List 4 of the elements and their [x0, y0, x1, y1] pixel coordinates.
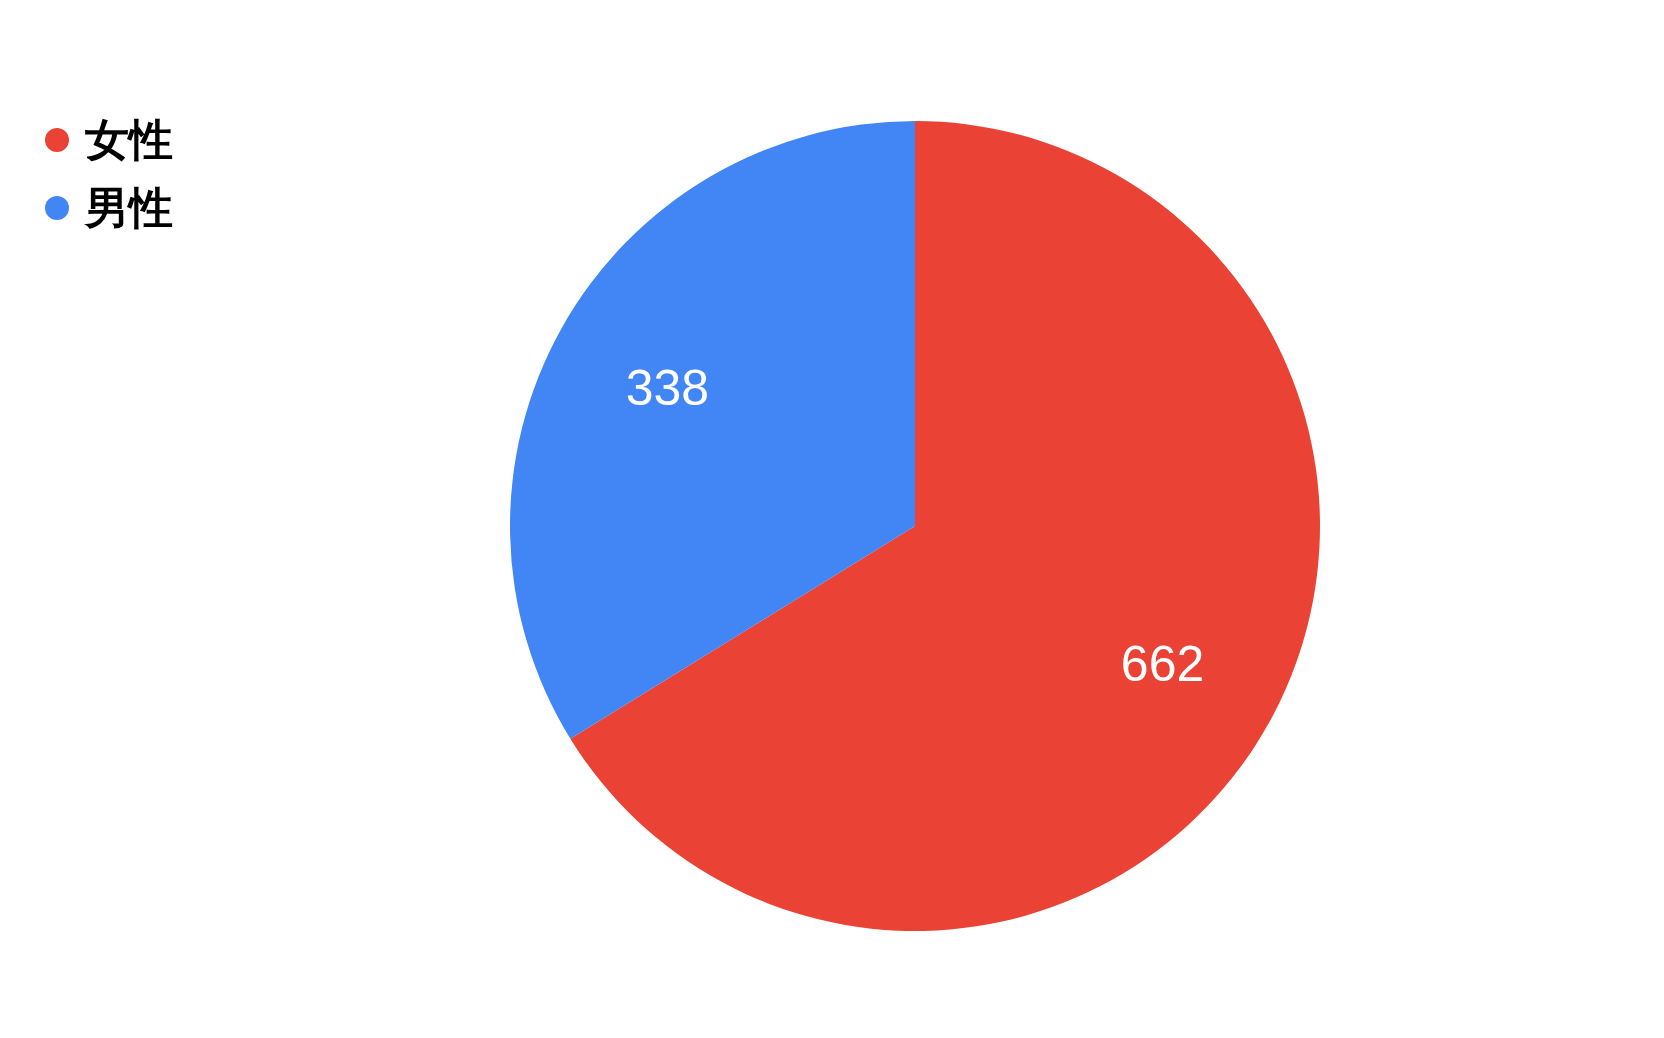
- legend-label: 女性: [85, 115, 173, 164]
- data-label: 338: [625, 359, 710, 416]
- data-label: 662: [1120, 636, 1205, 693]
- legend-label: 男性: [83, 183, 173, 232]
